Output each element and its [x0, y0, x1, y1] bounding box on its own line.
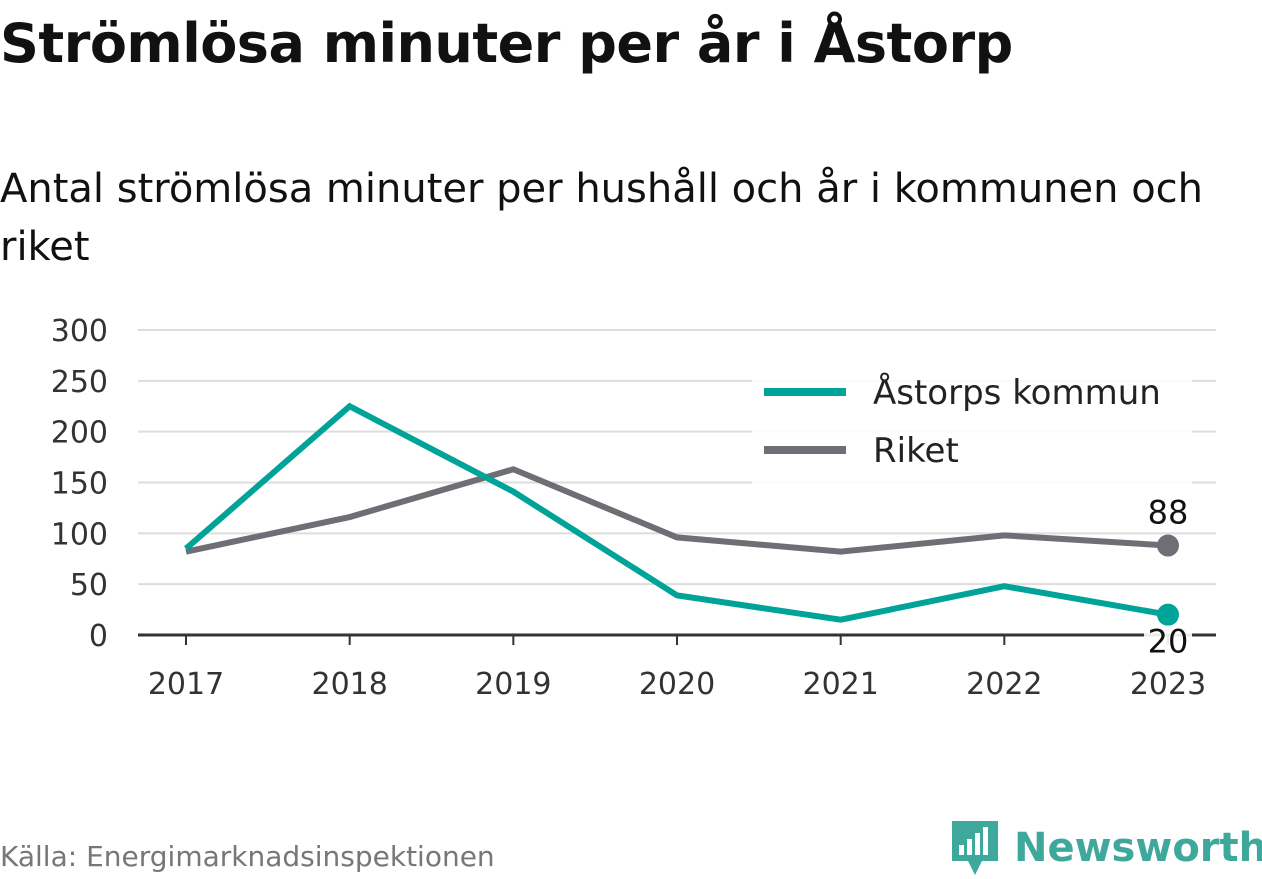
y-tick-label: 300 [51, 314, 108, 349]
bar-chart-badge-icon [952, 821, 998, 875]
y-tick-label: 0 [89, 619, 108, 654]
y-tick-label: 200 [51, 416, 108, 451]
legend: Åstorps kommun Riket [752, 360, 1192, 485]
y-tick-label: 50 [70, 568, 108, 603]
series-line [185, 466, 1169, 555]
x-tick-label: 2023 [1130, 667, 1206, 702]
data-label: 88 [1148, 494, 1189, 532]
legend-label: Åstorps kommun [873, 372, 1161, 413]
y-axis-ticks: 0 50 100 150 200 250 300 [51, 314, 108, 654]
y-tick-label: 250 [51, 365, 108, 400]
x-tick-label: 2019 [475, 667, 551, 702]
y-tick-label: 100 [51, 517, 108, 552]
x-tick-label: 2020 [639, 667, 715, 702]
y-tick-label: 150 [51, 467, 108, 502]
data-label: 20 [1148, 623, 1189, 661]
data-label-bg [1144, 625, 1192, 660]
source-note: Källa: Energimarknadsinspektionen [0, 840, 495, 873]
series-lines [184, 402, 1179, 626]
newsworthy-logo[interactable]: Newsworthy [950, 820, 1262, 876]
chart-subtitle: Antal strömlösa minuter per hushåll och … [0, 166, 1204, 270]
x-axis-ticks: 2017 2018 2019 2020 2021 2022 2023 [148, 635, 1206, 702]
legend-background [752, 360, 1192, 485]
series-end-point [1157, 534, 1179, 557]
logo-text: Newsworthy [1014, 825, 1262, 871]
legend-label: Riket [873, 431, 959, 471]
x-tick-label: 2022 [966, 667, 1042, 702]
x-tick-label: 2018 [311, 667, 387, 702]
series-end-point [1157, 603, 1179, 626]
chart-title: Strömlösa minuter per år i Åstorp [0, 12, 1013, 75]
x-tick-label: 2021 [802, 667, 878, 702]
series-line [184, 402, 1169, 623]
x-tick-label: 2017 [148, 667, 224, 702]
